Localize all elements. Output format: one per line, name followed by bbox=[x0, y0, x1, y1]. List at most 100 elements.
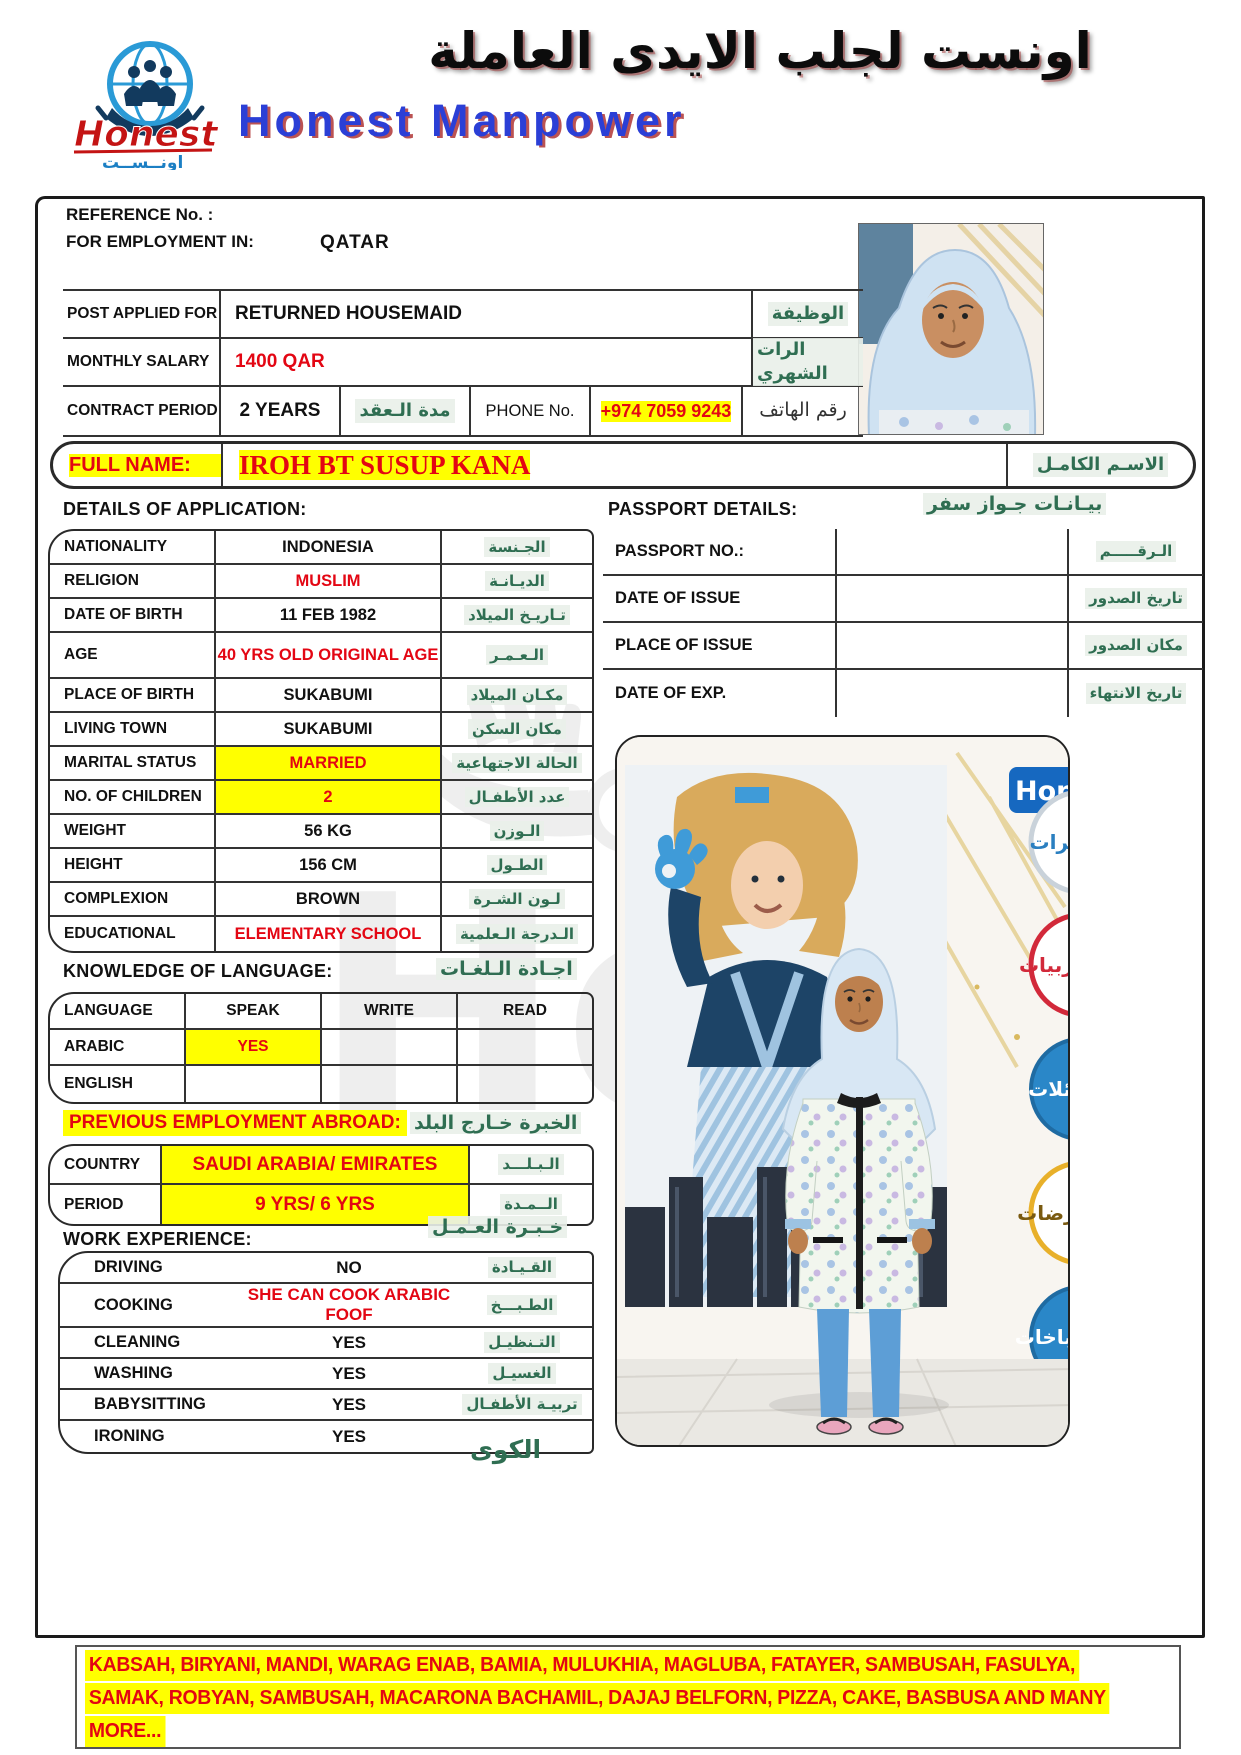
row-arabic-label: مكـان الميلاد bbox=[466, 684, 568, 706]
row-arabic-label: لـون الشـرة bbox=[442, 883, 592, 915]
service-circle-label: ائلات bbox=[1028, 1077, 1070, 1101]
column-header: LANGUAGE bbox=[50, 994, 186, 1028]
row-label: BABYSITTING bbox=[94, 1395, 206, 1413]
row-label: WASHING bbox=[94, 1364, 173, 1382]
phone-arabic: رقم الهاتف bbox=[759, 399, 847, 422]
previous-employment-table: COUNTRY SAUDI ARABIA/ EMIRATES الـبـلـــد P… bbox=[48, 1144, 594, 1226]
monthly-salary-value: 1400 QAR bbox=[235, 351, 325, 372]
passport-heading-arabic: بيـانـات جـواز سفر bbox=[923, 493, 1107, 515]
table-row: WEIGHT 56 KG الـوزن bbox=[50, 815, 592, 849]
row-arabic-label: مكان الصدور bbox=[1069, 623, 1203, 668]
row-arabic-label: تـاريـخ الميلاد bbox=[464, 604, 570, 626]
phone-label: PHONE No. bbox=[471, 387, 591, 435]
row-value: 11 FEB 1982 bbox=[216, 599, 442, 631]
row-value bbox=[835, 576, 1069, 621]
row-arabic-label: تـاريـخ الميلاد bbox=[442, 599, 592, 631]
table-row: RELIGION MUSLIM الديـانـة bbox=[50, 565, 592, 599]
row-arabic-label: تربيـة الأطفـال bbox=[462, 1394, 582, 1415]
row-arabic-label: التـنظيـل bbox=[484, 1332, 560, 1353]
speak-value: YES bbox=[186, 1030, 322, 1064]
work-experience-heading-arabic: خـبـرة العـمـل bbox=[428, 1216, 568, 1238]
row-label: IRONING bbox=[94, 1427, 165, 1445]
row-label: DATE OF BIRTH bbox=[50, 599, 216, 631]
contract-period-label: CONTRACT PERIOD bbox=[63, 387, 221, 435]
table-row: PLACE OF ISSUE مكان الصدور bbox=[603, 623, 1203, 670]
language-name: ENGLISH bbox=[50, 1066, 186, 1102]
row-arabic-label: الـعـمـر bbox=[485, 644, 548, 666]
row-arabic-label: عدد الأطفـال bbox=[442, 781, 592, 813]
row-label: HEIGHT bbox=[50, 849, 216, 881]
row-label: NO. OF CHILDREN bbox=[50, 781, 216, 813]
application-form: REFERENCE No. : FOR EMPLOYMENT IN: QATAR bbox=[35, 196, 1205, 1638]
company-logo: Honest اونــســت bbox=[62, 34, 237, 173]
row-arabic-label: مكان السكن bbox=[442, 713, 592, 745]
row-arabic-label: تربيـة الأطفـال bbox=[452, 1390, 592, 1419]
table-row: AGE 40 YRS OLD ORIGINAL AGE الـعـمـر bbox=[50, 633, 592, 679]
row-arabic-label: الغسيـل bbox=[488, 1363, 556, 1384]
row-label: PASSPORT NO.: bbox=[615, 542, 744, 560]
full-name-bar: FULL NAME: IROH BT SUSUP KANA الاسـم الك… bbox=[50, 441, 1196, 489]
row-arabic-label: مكان الصدور bbox=[1085, 635, 1187, 656]
row-value: 156 CM bbox=[216, 849, 442, 881]
row-value: 40 YRS OLD ORIGINAL AGE bbox=[216, 633, 442, 677]
row-value bbox=[835, 623, 1069, 668]
row-label: PERIOD bbox=[50, 1185, 162, 1224]
row-label: DATE OF ISSUE bbox=[615, 589, 741, 607]
table-row: DATE OF BIRTH 11 FEB 1982 تـاريـخ الميلاد bbox=[50, 599, 592, 633]
row-label: EDUCATIONAL bbox=[50, 917, 216, 951]
cooking-note-line: MORE... bbox=[85, 1716, 166, 1747]
row-arabic-label: الطـبـــخ bbox=[452, 1284, 592, 1326]
row-label: DRIVING bbox=[94, 1258, 163, 1276]
row-label: LIVING TOWN bbox=[50, 713, 216, 745]
table-row: HEIGHT 156 CM الطـول bbox=[50, 849, 592, 883]
passport-heading: PASSPORT DETAILS: bbox=[608, 499, 798, 519]
row-value: NO bbox=[336, 1257, 362, 1277]
table-row: NATIONALITY INDONESIA الجـنسة bbox=[50, 531, 592, 565]
post-applied-value: RETURNED HOUSEMAID bbox=[235, 303, 462, 324]
row-arabic-label: الغسيـل bbox=[452, 1359, 592, 1388]
table-row: MONTHLY SALARY 1400 QAR الرات الشهري bbox=[63, 337, 863, 387]
table-row: BABYSITTING YES تربيـة الأطفـال bbox=[60, 1390, 592, 1421]
table-row: DRIVING NO القـيـادة bbox=[60, 1253, 592, 1284]
language-heading: KNOWLEDGE OF LANGUAGE: bbox=[63, 961, 333, 981]
row-arabic-label: الطـول bbox=[486, 854, 548, 876]
summary-table: POST APPLIED FOR RETURNED HOUSEMAID الوظ… bbox=[63, 289, 863, 437]
row-arabic-label: الـوزن bbox=[442, 815, 592, 847]
row-value: BROWN bbox=[216, 883, 442, 915]
reference-label: REFERENCE No. : bbox=[66, 205, 214, 224]
service-circle-label: مربيات bbox=[1019, 953, 1070, 977]
row-arabic-label: الحالة الاجتهاعية bbox=[452, 752, 582, 774]
row-arabic-label: الـرقـــــم bbox=[1095, 541, 1177, 562]
row-arabic-label: الـوزن bbox=[489, 820, 545, 842]
row-arabic-label: الجـنسة bbox=[442, 531, 592, 563]
row-label: CLEANING bbox=[94, 1333, 181, 1351]
row-value bbox=[835, 670, 1069, 717]
row-arabic-label: الطـبـــخ bbox=[486, 1294, 558, 1316]
read-value bbox=[458, 1066, 592, 1102]
table-row: COMPLEXION BROWN لـون الشـرة bbox=[50, 883, 592, 917]
language-table: LANGUAGE SPEAK WRITE READ ARABIC YES ENGLISH bbox=[48, 992, 594, 1104]
phone-value: +974 7059 9243 bbox=[600, 400, 732, 422]
row-arabic-label: القـيـادة bbox=[487, 1257, 557, 1278]
table-row: WASHING YES الغسيـل bbox=[60, 1359, 592, 1390]
row-value: YES bbox=[331, 1394, 367, 1414]
row-value: YES bbox=[331, 1363, 367, 1383]
row-label: DATE OF EXP. bbox=[615, 684, 727, 702]
row-arabic-label: مكان السكن bbox=[468, 718, 566, 740]
table-row: CLEANING YES التـنظيـل bbox=[60, 1328, 592, 1359]
row-value: 56 KG bbox=[216, 815, 442, 847]
row-value: INDONESIA bbox=[216, 531, 442, 563]
table-row: IRONING YES bbox=[60, 1421, 592, 1452]
row-arabic-label: الحالة الاجتهاعية bbox=[442, 747, 592, 779]
row-arabic-label: مكـان الميلاد bbox=[442, 679, 592, 711]
language-heading-arabic: اجـادة الـلغـات bbox=[436, 958, 577, 980]
work-experience-heading: WORK EXPERIENCE: bbox=[63, 1229, 252, 1249]
column-header: SPEAK bbox=[186, 994, 322, 1028]
row-arabic-label: الـدرجة الـعلمية bbox=[442, 917, 592, 951]
contract-period-arabic: مدة الـعقد bbox=[355, 398, 455, 424]
globe-hands-logo-icon: Honest اونــســت bbox=[74, 41, 220, 173]
ironing-arabic-label: الكوى bbox=[470, 1435, 542, 1464]
details-table: NATIONALITY INDONESIA الجـنسة RELIGION MUSLI… bbox=[48, 529, 594, 953]
table-row: COOKING SHE CAN COOK ARABIC FOOF الطـبـــخ bbox=[60, 1284, 592, 1328]
